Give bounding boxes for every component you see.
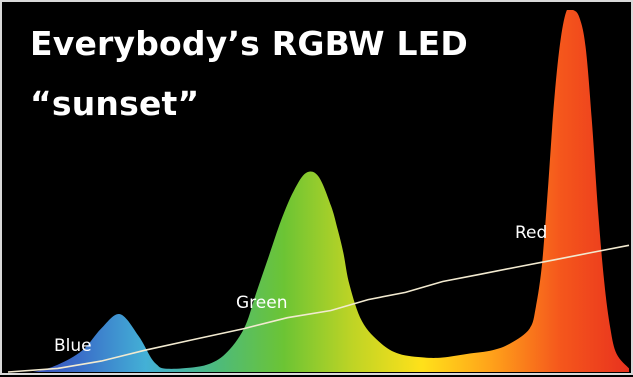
series-line bbox=[7, 244, 630, 373]
chart-title-line-1: Everybody’s RGBW LED bbox=[30, 24, 469, 63]
series-label-blue: Blue bbox=[54, 336, 92, 356]
series-label-red: Red bbox=[515, 223, 547, 243]
chart-title-line-2: “sunset” bbox=[30, 84, 200, 123]
series-label-green: Green bbox=[236, 293, 287, 313]
spectrum-area bbox=[8, 10, 629, 372]
